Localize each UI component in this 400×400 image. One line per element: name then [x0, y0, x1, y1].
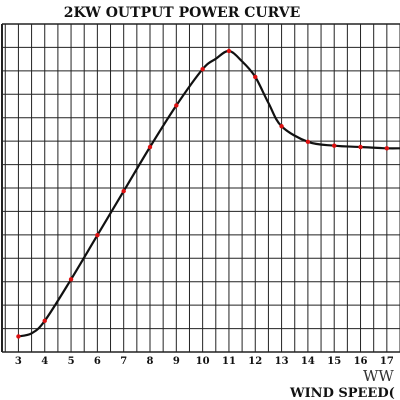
data-point [42, 318, 47, 324]
data-point [68, 277, 74, 282]
x-axis-label: WIND SPEED( [289, 386, 395, 400]
data-point [200, 66, 205, 72]
x-tick-label: 8 [147, 356, 154, 367]
data-point [174, 103, 179, 108]
data-point [384, 146, 390, 151]
data-point [279, 124, 284, 129]
x-tick-label: 9 [173, 356, 180, 367]
chart-grid [1, 23, 400, 353]
x-tick-label: 14 [301, 356, 315, 367]
data-point [226, 48, 232, 54]
watermark-text: WW [363, 367, 394, 385]
power-curve-line [18, 49, 400, 338]
data-point [332, 143, 337, 148]
x-tick-label: 17 [380, 356, 394, 367]
x-tick-label: 11 [222, 356, 236, 367]
x-tick-labels: 3 4 5 6 7 8 9 10 11 12 13 14 15 16 17 [15, 356, 394, 367]
data-point [253, 74, 258, 80]
data-point [121, 188, 126, 194]
x-tick-label: 6 [94, 356, 101, 367]
data-point [16, 334, 21, 339]
chart-title: 2KW OUTPUT POWER CURVE [64, 5, 301, 21]
data-point [358, 144, 363, 150]
x-tick-label: 3 [15, 356, 22, 367]
x-tick-label: 15 [327, 356, 341, 367]
x-tick-label: 13 [275, 356, 289, 367]
x-tick-label: 4 [41, 356, 48, 367]
x-tick-label: 10 [196, 356, 210, 367]
data-point [147, 144, 153, 150]
data-point [305, 139, 311, 145]
x-tick-label: 12 [248, 356, 262, 367]
x-tick-label: 7 [120, 356, 127, 367]
x-tick-label: 5 [68, 356, 75, 367]
x-tick-label: 16 [354, 356, 368, 367]
data-point-markers [16, 48, 390, 339]
data-point [95, 233, 100, 238]
